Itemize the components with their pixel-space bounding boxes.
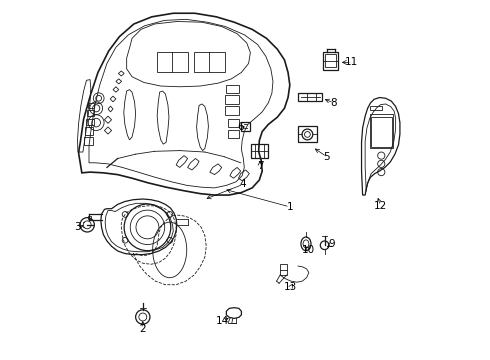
Bar [298,126,317,142]
Text: 8: 8 [331,98,337,108]
Bar [370,107,382,110]
Bar [194,51,224,72]
Bar [370,114,393,148]
Text: 5: 5 [323,152,330,162]
Text: 7: 7 [257,161,263,171]
Bar [251,144,268,158]
Bar [226,85,239,93]
Text: 12: 12 [374,201,387,211]
Bar [87,119,94,126]
Text: 11: 11 [345,57,359,67]
Bar [241,122,250,131]
Bar [225,95,239,104]
Text: 6: 6 [237,122,244,132]
Bar [323,52,338,69]
Bar [371,117,392,147]
Bar [228,119,239,127]
Bar [88,103,94,108]
Text: 14: 14 [216,316,229,325]
Bar [88,216,91,219]
Bar [298,93,322,101]
Text: 2: 2 [140,324,146,334]
Text: 4: 4 [240,179,246,189]
Text: 3: 3 [74,222,80,232]
Bar [280,264,287,275]
Text: 10: 10 [302,245,316,255]
Bar [225,107,239,116]
Text: 1: 1 [287,202,293,212]
Text: 13: 13 [284,282,297,292]
Bar [85,127,93,135]
Bar [87,111,94,116]
Bar [228,130,239,138]
Bar [157,51,188,72]
Bar [325,54,336,67]
Text: 9: 9 [328,239,335,249]
Bar [84,137,93,145]
